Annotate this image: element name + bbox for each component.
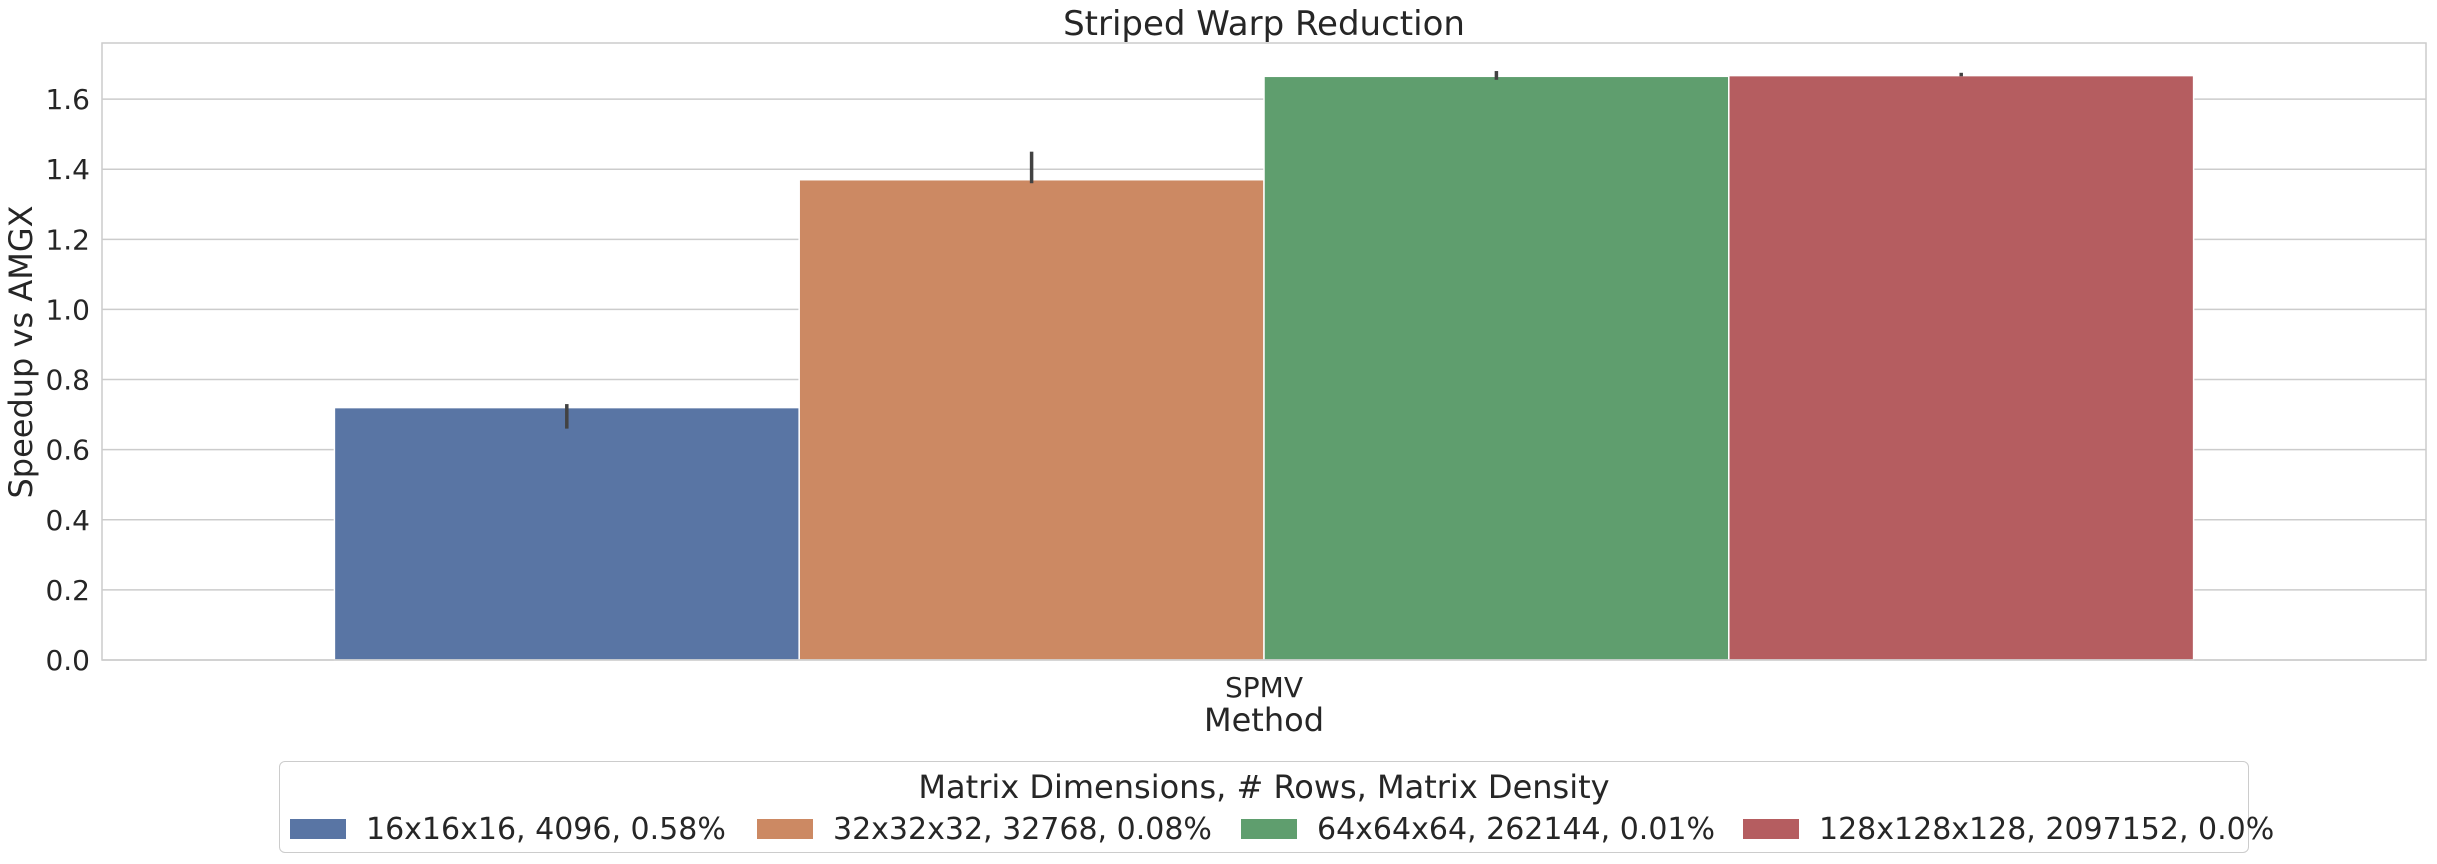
y-tick-label: 0.2 [45, 574, 90, 607]
error-bars [565, 71, 1963, 429]
bar [798, 178, 1265, 661]
legend-item: 64x64x64, 262144, 0.01% [1241, 811, 1715, 847]
bars [333, 74, 2195, 661]
y-tick-label: 0.0 [45, 644, 90, 677]
legend-swatch [1241, 819, 1297, 839]
legend-swatch [1743, 819, 1799, 839]
y-tick-labels: 0.0 0.2 0.4 0.6 0.8 1.0 1.2 1.4 1.6 [45, 83, 90, 677]
legend: Matrix Dimensions, # Rows, Matrix Densit… [279, 761, 2274, 853]
legend-label: 64x64x64, 262144, 0.01% [1317, 811, 1715, 847]
legend-item: 128x128x128, 2097152, 0.0% [1743, 811, 2275, 847]
y-tick-label: 1.2 [45, 223, 90, 256]
y-tick-label: 1.6 [45, 83, 90, 116]
plot-frame [101, 42, 2427, 661]
legend-swatch [290, 819, 346, 839]
legend-title: Matrix Dimensions, # Rows, Matrix Densit… [918, 768, 1610, 806]
y-tick-label: 0.6 [45, 434, 90, 467]
legend-item: 32x32x32, 32768, 0.08% [757, 811, 1212, 847]
x-tick-label: SPMV [1225, 671, 1303, 704]
y-tick-label: 1.0 [45, 293, 90, 326]
chart-title: Striped Warp Reduction [1063, 4, 1465, 44]
legend-label: 128x128x128, 2097152, 0.0% [1819, 811, 2275, 847]
y-axis-label: Speedup vs AMGX [2, 205, 40, 498]
legend-label: 32x32x32, 32768, 0.08% [833, 811, 1212, 847]
legend-swatch [757, 819, 813, 839]
bar [1728, 74, 2195, 661]
legend-item: 16x16x16, 4096, 0.58% [290, 811, 726, 847]
legend-label: 16x16x16, 4096, 0.58% [366, 811, 726, 847]
bar [333, 406, 800, 661]
bar [1263, 75, 1730, 661]
y-tick-label: 1.4 [45, 153, 90, 186]
x-axis-label: Method [1204, 701, 1324, 739]
y-tick-label: 0.8 [45, 364, 90, 397]
y-tick-label: 0.4 [45, 504, 90, 537]
